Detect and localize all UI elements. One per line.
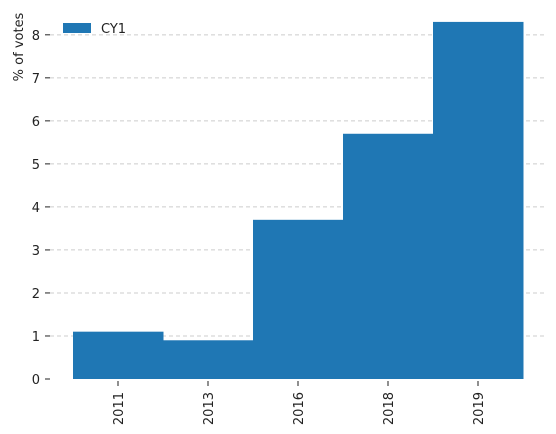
y-tick-label: 3 bbox=[32, 244, 40, 259]
legend: CY1 bbox=[63, 22, 126, 37]
y-tick-label: 2 bbox=[32, 287, 40, 302]
x-axis: 2011 2013 2016 2018 2019 bbox=[112, 381, 487, 425]
bar-2019 bbox=[433, 21, 524, 379]
x-tick-label: 2011 bbox=[112, 392, 127, 425]
y-tick-label: 4 bbox=[32, 201, 40, 216]
x-tick-label: 2018 bbox=[382, 392, 397, 425]
y-tick-label: 5 bbox=[32, 158, 40, 173]
y-tick-label: 7 bbox=[32, 72, 40, 87]
legend-label: CY1 bbox=[101, 22, 126, 37]
y-tick-label: 0 bbox=[32, 373, 40, 388]
y-axis-label: % of votes bbox=[12, 12, 27, 81]
y-tick-label: 8 bbox=[32, 29, 40, 44]
bars bbox=[73, 21, 524, 379]
legend-swatch bbox=[63, 23, 91, 33]
y-tick-label: 6 bbox=[32, 115, 40, 130]
bar-2013 bbox=[163, 340, 254, 379]
y-axis: 0 1 2 3 4 5 6 7 8 bbox=[32, 29, 50, 388]
x-tick-label: 2019 bbox=[472, 392, 487, 425]
bar-2011 bbox=[73, 331, 164, 379]
y-tick-label: 1 bbox=[32, 330, 40, 345]
bar-2016 bbox=[253, 219, 344, 379]
bar-2018 bbox=[343, 133, 434, 379]
x-tick-label: 2013 bbox=[202, 392, 217, 425]
x-tick-label: 2016 bbox=[292, 392, 307, 425]
